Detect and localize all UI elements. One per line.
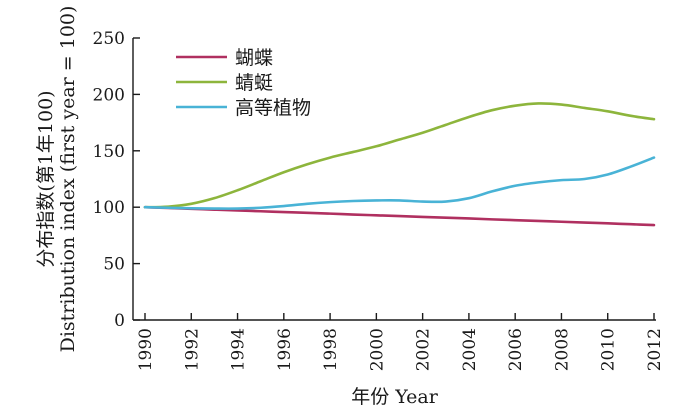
y-tick-label: 50	[103, 255, 125, 275]
axes: 0 50 100 150 200 250 1990 1992 1994 1996 1998 2000…	[93, 29, 665, 371]
x-tick-label: 2008	[552, 328, 572, 371]
series-line-butterfly	[143, 205, 656, 227]
y-tick-label: 100	[93, 198, 125, 218]
x-tick-label: 2010	[599, 328, 619, 371]
x-tick-label: 2000	[367, 328, 387, 371]
series-layer	[143, 102, 656, 227]
x-tick-label: 1994	[229, 328, 249, 371]
legend-label-butterfly: 蝴蝶	[235, 47, 273, 69]
x-ticks: 1990 1992 1994 1996 1998 2000 2002 2004 2006 2008…	[136, 313, 665, 371]
x-tick-label: 2002	[414, 328, 434, 371]
y-axis-title-chinese: 分布指数(第1年100)	[35, 90, 57, 267]
y-tick-label: 0	[114, 311, 125, 331]
x-tick-label: 2006	[506, 328, 526, 371]
y-ticks: 0 50 100 150 200 250	[93, 29, 140, 331]
y-tick-label: 250	[93, 29, 125, 49]
x-tick-label: 1990	[136, 328, 156, 371]
y-tick-label: 200	[93, 85, 125, 105]
y-axis-title-english: Distribution index (first year = 100)	[57, 6, 79, 353]
x-tick-label: 2004	[460, 328, 480, 371]
x-tick-label: 1996	[275, 328, 295, 371]
series-line-dragonfly	[143, 102, 656, 209]
legend-label-higher-plants: 高等植物	[235, 97, 311, 119]
x-tick-label: 2012	[645, 328, 665, 371]
x-tick-label: 1992	[182, 328, 202, 371]
x-axis-title: 年份 Year	[351, 386, 439, 408]
legend-label-dragonfly: 蜻蜓	[235, 72, 273, 94]
y-tick-label: 150	[93, 142, 125, 162]
series-line-higher-plants	[143, 156, 656, 210]
x-tick-label: 1998	[321, 328, 341, 371]
